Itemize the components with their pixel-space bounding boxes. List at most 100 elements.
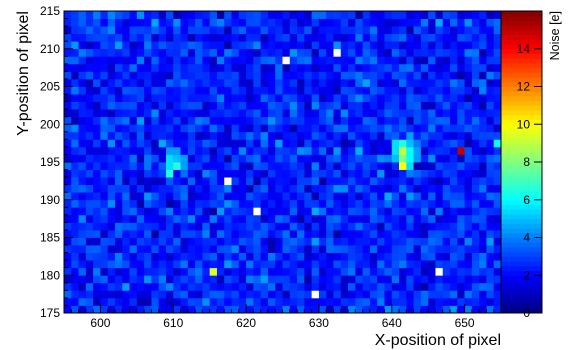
heatmap-cell [391, 199, 400, 208]
color-scale-step [501, 232, 542, 238]
heatmap-cell [297, 18, 305, 27]
heatmap-cell [289, 41, 298, 50]
heatmap-cell [129, 199, 138, 208]
heatmap-cell [486, 229, 495, 238]
heatmap-cell [122, 282, 130, 291]
heatmap-cell [144, 71, 152, 80]
heatmap-cell [297, 101, 305, 110]
heatmap-cell [282, 86, 291, 95]
heatmap-cell [297, 124, 305, 133]
heatmap-cell [114, 162, 123, 170]
heatmap-cell [209, 267, 218, 276]
heatmap-cell [369, 169, 378, 178]
heatmap-cell [253, 63, 262, 72]
heatmap-cell [391, 124, 400, 133]
heatmap-cell [129, 63, 138, 72]
heatmap-cell [318, 101, 327, 110]
heatmap-cell [253, 33, 262, 42]
heatmap-cell [187, 222, 196, 231]
heatmap-cell [282, 71, 291, 80]
heatmap-cell [428, 214, 436, 223]
heatmap-cell [216, 48, 225, 57]
color-scale-step [501, 143, 542, 149]
heatmap-cell [100, 245, 109, 253]
heatmap-cell [369, 139, 378, 148]
heatmap-cell [246, 101, 254, 110]
heatmap-cell [399, 237, 407, 246]
heatmap-cell [450, 222, 458, 231]
heatmap-cell [260, 124, 269, 133]
heatmap-cell [224, 290, 232, 299]
heatmap-cell [202, 78, 211, 87]
heatmap-cell [428, 71, 436, 80]
heatmap-cell [406, 154, 414, 163]
heatmap-cell [78, 116, 87, 125]
heatmap-cell [369, 86, 378, 95]
heatmap-cell [253, 222, 262, 231]
heatmap-cell [282, 101, 291, 110]
heatmap-cell [173, 305, 181, 314]
heatmap-cell [348, 116, 356, 125]
heatmap-cell [420, 199, 429, 208]
heatmap-cell [282, 18, 291, 27]
heatmap-cell [486, 101, 495, 110]
heatmap-cell [107, 94, 116, 102]
heatmap-cell [289, 177, 298, 186]
heatmap-cell [78, 245, 87, 253]
heatmap-cell [195, 26, 203, 35]
heatmap-cell [457, 86, 465, 95]
heatmap-cell [377, 192, 385, 201]
heatmap-cell [231, 116, 240, 125]
heatmap-cell [187, 252, 196, 261]
heatmap-cell [369, 297, 378, 306]
heatmap-cell [297, 78, 305, 87]
heatmap-cell [129, 192, 138, 201]
heatmap-cell [122, 33, 130, 42]
heatmap-cell [253, 177, 262, 186]
heatmap-cell [282, 139, 291, 148]
heatmap-cell [158, 305, 167, 314]
heatmap-cell [151, 162, 160, 170]
heatmap-cell [493, 207, 502, 216]
heatmap-cell [238, 184, 247, 193]
heatmap-cell [369, 162, 378, 170]
heatmap-cell [428, 124, 436, 133]
heatmap-cell [158, 56, 167, 65]
heatmap-cell [238, 275, 247, 284]
heatmap-cell [100, 162, 109, 170]
heatmap-cell [428, 162, 436, 170]
heatmap-cell [64, 26, 72, 35]
heatmap-cell [297, 131, 305, 140]
heatmap-cell [195, 252, 203, 261]
heatmap-cell [180, 192, 189, 201]
heatmap-cell [399, 184, 407, 193]
heatmap-cell [362, 11, 371, 19]
heatmap-cell [362, 177, 371, 186]
heatmap-cell [450, 48, 458, 57]
heatmap-cell [224, 162, 232, 170]
heatmap-cell [144, 184, 152, 193]
heatmap-cell [151, 305, 160, 314]
heatmap-cell [246, 275, 254, 284]
heatmap-cell [180, 162, 189, 170]
heatmap-cell [486, 56, 495, 65]
heatmap-cell [224, 63, 232, 72]
heatmap-cell [326, 222, 334, 231]
heatmap-cell [413, 207, 422, 216]
heatmap-cell [238, 252, 247, 261]
heatmap-cell [122, 177, 130, 186]
heatmap-cell [406, 275, 414, 284]
heatmap-cell [450, 131, 458, 140]
heatmap-cell [384, 260, 393, 269]
heatmap-cell [391, 184, 400, 193]
heatmap-cell [340, 26, 349, 35]
heatmap-cell [78, 139, 87, 148]
heatmap-cell [122, 275, 130, 284]
heatmap-cell [85, 282, 94, 291]
heatmap-cell [420, 131, 429, 140]
heatmap-cell [399, 18, 407, 27]
heatmap-cell [362, 101, 371, 110]
heatmap-cell [471, 18, 480, 27]
heatmap-cell [348, 109, 356, 118]
heatmap-cell [406, 260, 414, 269]
